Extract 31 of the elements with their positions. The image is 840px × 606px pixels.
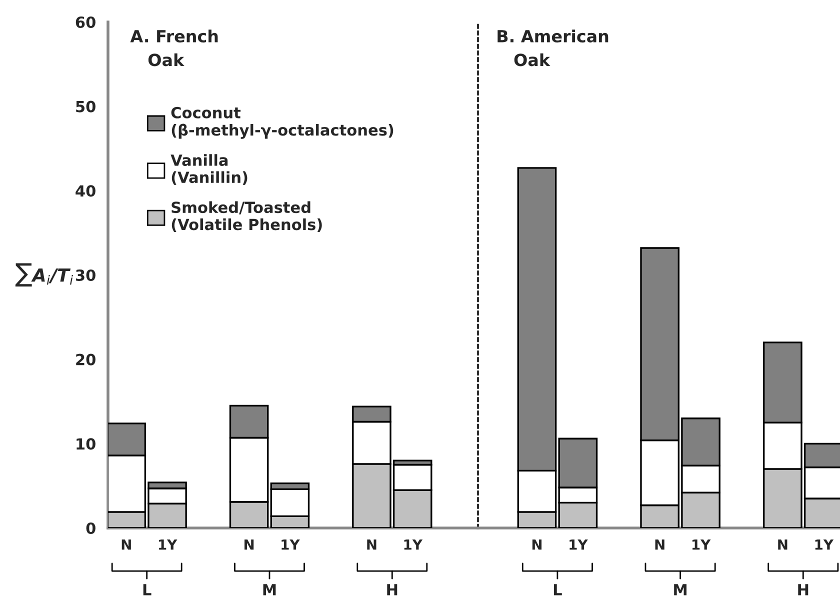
y-tick-label: 50 — [76, 100, 96, 112]
y-tick-label: 40 — [76, 185, 96, 197]
x-tick-label: 1Y — [570, 540, 588, 550]
text: L — [554, 584, 562, 596]
x-tick-label: N — [244, 540, 254, 550]
y-tick-label: 10 — [76, 438, 96, 450]
x-tick-label: 1Y — [404, 540, 423, 550]
y-tick-label: 30 — [76, 269, 96, 282]
y-tick-label: 60 — [76, 16, 96, 28]
x-tick-label: N — [367, 540, 376, 550]
legend-label: Coconut (β-methyl-γ-octalactones) — [171, 106, 394, 139]
y-axis-title: ∑A$_{i}$/T$_{i}$ — [15, 263, 74, 287]
text: B. American Oak — [498, 30, 608, 66]
legend-label: Smoked/Toasted (Volatile Phenols) — [172, 201, 322, 232]
x-tick-label: 1Y — [692, 540, 711, 550]
x-tick-label: 1Y — [282, 540, 300, 550]
y-tick-label: 20 — [76, 354, 96, 366]
text: A. French Oak — [130, 30, 218, 66]
y-tick-label: 0 — [86, 522, 96, 534]
text: M — [263, 584, 276, 596]
text: M — [674, 584, 686, 596]
x-tick-label: N — [778, 540, 788, 550]
x-tick-label: N — [532, 540, 542, 550]
x-tick-label: 1Y — [158, 540, 178, 550]
text: H — [798, 584, 808, 596]
text: L — [143, 584, 152, 596]
text: H — [387, 584, 398, 596]
legend-label: Vanilla (Vanillin) — [170, 154, 248, 185]
x-tick-label: 1Y — [815, 540, 834, 550]
x-tick-label: N — [122, 540, 131, 550]
x-tick-label: N — [655, 540, 664, 550]
